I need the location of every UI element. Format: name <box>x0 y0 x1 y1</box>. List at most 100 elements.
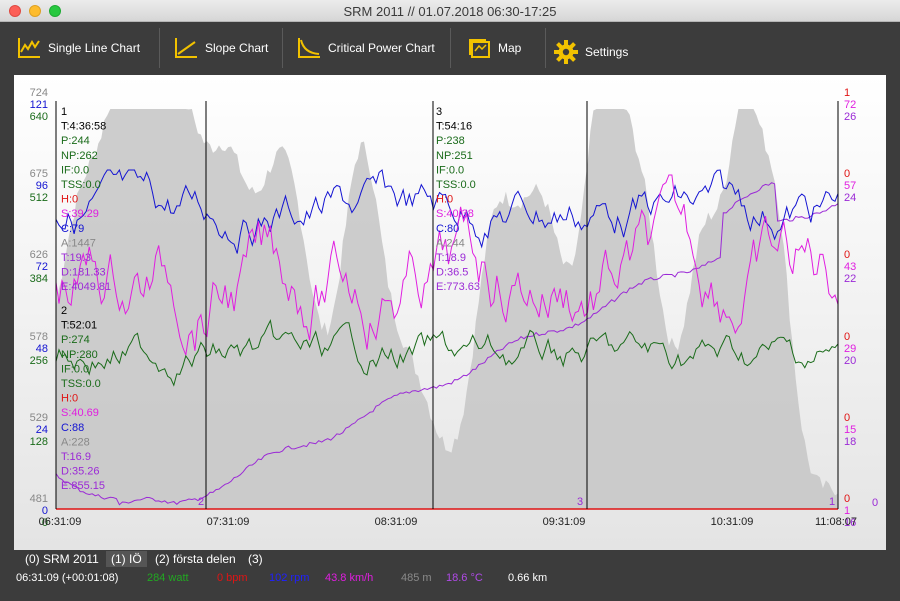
single-line-chart-button[interactable]: Single Line Chart <box>16 28 140 68</box>
cadence-axis-tick: 96 <box>36 180 48 192</box>
interval-3-stat-t: T:54:16 <box>436 121 472 133</box>
toolbar-divider <box>450 28 451 68</box>
interval-2-stat-s: S:40.69 <box>61 407 99 419</box>
cadence-line <box>55 168 839 254</box>
tab-3[interactable]: (3) <box>248 552 263 566</box>
interval-marker: 1 <box>829 496 835 508</box>
power-axis-tick: 256 <box>30 355 48 367</box>
interval-2-stat-np: NP:280 <box>61 349 98 361</box>
status-cadence: 102 rpm <box>269 572 310 584</box>
settings-label: Settings <box>585 45 629 59</box>
power-line <box>55 318 839 387</box>
interval-3-stat-p: P:238 <box>436 135 465 147</box>
interval-3-stat-c: C:80 <box>436 223 459 235</box>
heart-rate-axis-tick: 0 <box>844 168 850 180</box>
zoom-window-button[interactable] <box>49 5 61 17</box>
temperature-axis-tick: 16 <box>844 517 856 529</box>
interval-2-stat-if: IF:0.0 <box>61 363 89 375</box>
altitude-axis-tick: 675 <box>30 168 48 180</box>
settings-button[interactable]: Settings <box>553 32 628 72</box>
interval-1-stat-tss: TSS:0.0 <box>61 179 101 191</box>
time-axis-tick: 09:31:09 <box>543 516 586 528</box>
time-axis-tick: 10:31:09 <box>711 516 754 528</box>
interval-2-stat-tss: TSS:0.0 <box>61 378 101 390</box>
interval-2-stat-p: P:274 <box>61 334 90 346</box>
map-button[interactable]: Map <box>466 28 521 68</box>
interval-3-stat-name: 3 <box>436 106 442 118</box>
speed-axis-tick: 72 <box>844 99 856 111</box>
interval-1-stat-c: C:79 <box>61 223 84 235</box>
interval-3-stat-t2: T:18.9 <box>436 252 466 264</box>
interval-1-stat-e: E:4049.81 <box>61 281 111 293</box>
slope-chart-icon <box>175 38 197 58</box>
temperature-axis-tick: 24 <box>844 192 856 204</box>
altitude-axis-tick: 626 <box>30 249 48 261</box>
power-axis-tick: 0 <box>42 517 48 529</box>
power-axis-tick: 128 <box>30 436 48 448</box>
time-axis-tick: 07:31:09 <box>207 516 250 528</box>
close-window-button[interactable] <box>9 5 21 17</box>
tab-srm-2011[interactable]: (0) SRM 2011 <box>25 552 99 566</box>
interval-1-stat-s: S:39.29 <box>61 208 99 220</box>
cadence-axis-tick: 0 <box>42 505 48 517</box>
title-bar: SRM 2011 // 01.07.2018 06:30-17:25 <box>0 0 900 22</box>
ride-chart[interactable]: 7241216406759651262672384578482565292412… <box>14 75 886 550</box>
time-axis-tick: 11:08:07 <box>815 516 857 528</box>
interval-3-stat-d: D:36.5 <box>436 267 468 279</box>
interval-2-stat-h: H:0 <box>61 393 78 405</box>
cadence-axis-tick: 48 <box>36 343 48 355</box>
gear-icon <box>554 40 578 64</box>
temperature-axis-tick: 22 <box>844 273 856 285</box>
speed-axis-tick: 43 <box>844 261 856 273</box>
interval-tab-bar: (0) SRM 2011 (1) IÖ (2) första delen (3) <box>14 549 886 569</box>
interval-3-stat-a: A:244 <box>436 237 465 249</box>
interval-2-stat-e: E:855.15 <box>61 480 105 492</box>
line-chart-icon <box>18 38 40 58</box>
interval-3-stat-np: NP:251 <box>436 150 473 162</box>
power-axis-tick: 384 <box>30 273 48 285</box>
power-axis-tick: 512 <box>30 192 48 204</box>
interval-2-stat-name: 2 <box>61 305 67 317</box>
interval-1-stat-h: H:0 <box>61 194 78 206</box>
interval-marker: 2 <box>198 496 204 508</box>
cadence-axis-tick: 72 <box>36 261 48 273</box>
interval-3-stat-s: S:40.38 <box>436 208 474 220</box>
single-line-chart-label: Single Line Chart <box>48 41 141 55</box>
temperature-axis-tick: 26 <box>844 111 856 123</box>
interval-1-stat-np: NP:262 <box>61 150 98 162</box>
status-distance: 0.66 km <box>508 572 548 584</box>
time-axis-tick: 08:31:09 <box>375 516 418 528</box>
interval-3-stat-if: IF:0.0 <box>436 164 464 176</box>
window-title: SRM 2011 // 01.07.2018 06:30-17:25 <box>343 4 557 19</box>
time-axis-tick: 06:31:09 <box>39 516 82 528</box>
tab-forsta-delen[interactable]: (2) första delen <box>155 552 236 566</box>
interval-1-stat-d: D:181.33 <box>61 267 106 279</box>
power-axis-tick: 640 <box>30 111 48 123</box>
critical-power-icon <box>298 38 320 58</box>
interval-3-stat-tss: TSS:0.0 <box>436 179 476 191</box>
tab-io[interactable]: (1) IÖ <box>106 551 147 567</box>
heart-rate-axis-tick: 1 <box>844 87 850 99</box>
ride-chart-panel[interactable]: 724 121 640 675 96 512 626 72 384 578 48 256 529 24 12… <box>14 75 886 550</box>
slope-chart-label: Slope Chart <box>205 41 269 55</box>
temperature-axis-tick: 18 <box>844 436 856 448</box>
altitude-axis-tick: 529 <box>30 412 48 424</box>
status-temperature: 18.6 °C <box>446 572 483 584</box>
toolbar-divider <box>159 28 160 68</box>
interval-2-stat-t2: T:16.9 <box>61 451 91 463</box>
minimize-window-button[interactable] <box>29 5 41 17</box>
altitude-axis-tick: 481 <box>30 493 48 505</box>
interval-1-stat-t: T:4:36:58 <box>61 121 106 133</box>
speed-axis-tick: 29 <box>844 343 856 355</box>
speed-line <box>55 174 839 357</box>
heart-rate-axis-tick: 0 <box>844 412 850 424</box>
interval-3-stat-e: E:773.63 <box>436 281 480 293</box>
toolbar-divider <box>545 28 546 68</box>
map-label: Map <box>498 41 522 55</box>
map-icon <box>469 39 490 58</box>
slope-chart-button[interactable]: Slope Chart <box>173 28 268 68</box>
heart-rate-axis-tick: 0 <box>844 331 850 343</box>
critical-power-chart-button[interactable]: Critical Power Chart <box>296 28 435 68</box>
interval-3-stat-h: H:0 <box>436 194 453 206</box>
